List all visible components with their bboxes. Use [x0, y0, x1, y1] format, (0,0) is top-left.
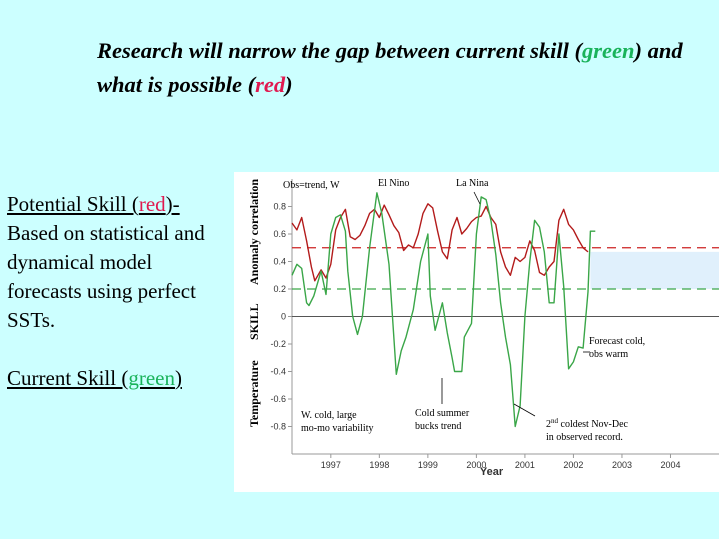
annotation-nd: nd: [551, 417, 559, 425]
skill-chart-svg: Temperature SKILL Anomaly correlation -0…: [247, 178, 719, 478]
title-part-1: Research will narrow the gap between cur…: [97, 38, 583, 63]
potential-skill-description: Based on statistical and dynamical model…: [7, 221, 205, 332]
skill-description: Potential Skill (red)- Based on statisti…: [7, 190, 229, 393]
annotation-la-nina: La Nina: [456, 178, 489, 189]
title-red-word: red: [255, 72, 286, 97]
x-tick-label: 1999: [418, 460, 438, 470]
y-tick-label: 0.4: [273, 257, 286, 267]
current-skill-line: [291, 192, 596, 428]
annotation-obs-trend: Obs=trend, W: [283, 180, 340, 191]
x-tick-label: 2001: [515, 460, 535, 470]
annotation-coldest-nov-dec: coldest Nov-Dec: [558, 419, 629, 430]
y-label-skill: SKILL: [247, 303, 261, 340]
annotation-2: 2: [546, 419, 551, 430]
title-part-3: ): [285, 72, 293, 97]
la-nina-pointer: [473, 191, 481, 205]
y-tick-label: 0.6: [273, 229, 286, 239]
skill-chart: Temperature SKILL Anomaly correlation -0…: [234, 172, 719, 492]
y-tick-label: -0.8: [270, 422, 286, 432]
annotation-bucks-trend: bucks trend: [415, 421, 461, 432]
coldest-pointer: [513, 403, 536, 417]
annotation-cold-summer: Cold summer: [415, 408, 470, 419]
y-tick-label: 0.8: [273, 202, 286, 212]
potential-skill-line: [291, 203, 589, 282]
annotation-el-nino: El Nino: [378, 178, 409, 189]
annotations: Obs=trend, W El Nino La Nina Forecast co…: [283, 178, 645, 443]
current-label-text: Current Skill (: [7, 366, 129, 390]
current-label-green: green: [128, 366, 175, 390]
annotation-mo-mo-variability: mo-mo variability: [301, 423, 374, 434]
slide-title: Research will narrow the gap between cur…: [97, 34, 697, 102]
y-label-temperature: Temperature: [247, 360, 261, 427]
annotation-second-coldest: 2nd coldest Nov-Dec: [546, 417, 629, 430]
potential-label-end: )-: [165, 192, 180, 216]
x-tick-label: 2004: [660, 460, 680, 470]
title-green-word: green: [582, 38, 635, 63]
title-part-2: ) and what is possible (: [97, 38, 683, 97]
y-tick-label: -0.4: [270, 367, 286, 377]
x-tick-label: 2003: [612, 460, 632, 470]
y-axis-title: Temperature SKILL Anomaly correlation: [247, 179, 261, 427]
potential-skill-label: Potential Skill (red)-: [7, 190, 229, 219]
x-tick-label: 1997: [321, 460, 341, 470]
potential-label-red: red: [138, 192, 166, 216]
y-tick-label: -0.6: [270, 394, 286, 404]
annotation-w-cold: W. cold, large: [301, 410, 357, 421]
annotation-obs-warm: obs warm: [589, 349, 628, 360]
y-tick-label: -0.2: [270, 339, 286, 349]
current-skill-label: Current Skill (green): [7, 364, 229, 393]
x-axis-title: Year: [480, 466, 504, 478]
potential-label-text: Potential Skill (: [7, 192, 139, 216]
x-tick-label: 2002: [563, 460, 583, 470]
annotation-observed-record: in observed record.: [546, 432, 623, 443]
shaded-forecast-band: [590, 251, 719, 289]
x-tick-label: 2000: [466, 460, 486, 470]
y-label-anomaly-correlation: Anomaly correlation: [247, 179, 261, 285]
y-tick-label: 0.2: [273, 284, 286, 294]
y-tick-label: 0: [281, 312, 286, 322]
annotation-forecast-cold: Forecast cold,: [589, 336, 645, 347]
x-tick-label: 1998: [369, 460, 389, 470]
current-label-end: ): [174, 366, 182, 390]
